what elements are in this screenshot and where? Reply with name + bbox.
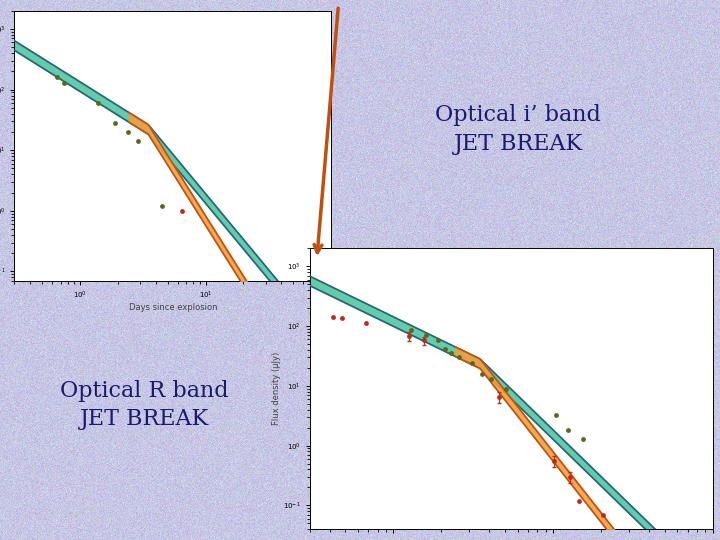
Point (573, 496, 585, 505)
Point (132, 137, 144, 146)
Point (597, 510, 608, 519)
Point (327, 312, 338, 321)
Point (420, 330, 431, 339)
Point (403, 332, 415, 341)
Point (477, 369, 488, 378)
Y-axis label: Flux density (μJy): Flux density (μJy) (272, 352, 282, 426)
Point (563, 426, 575, 435)
Point (336, 314, 348, 323)
Point (109, 119, 121, 127)
Point (176, 206, 188, 215)
Point (51, 73, 63, 82)
Point (493, 393, 505, 401)
Point (485, 375, 497, 383)
Point (551, 411, 562, 420)
Point (466, 359, 477, 368)
X-axis label: Days since explosion: Days since explosion (129, 302, 217, 312)
Point (445, 348, 456, 357)
Point (156, 202, 168, 211)
Point (58, 78, 70, 87)
Text: Optical i’ band
JET BREAK: Optical i’ band JET BREAK (436, 104, 601, 155)
Point (361, 318, 372, 327)
Point (418, 336, 429, 345)
Point (564, 472, 576, 481)
Point (577, 435, 589, 443)
Point (405, 326, 417, 335)
Point (454, 353, 465, 362)
Point (432, 336, 444, 345)
Point (549, 457, 560, 465)
Point (500, 384, 512, 393)
Point (439, 345, 451, 353)
Point (93, 99, 104, 107)
Point (122, 127, 134, 136)
Text: Optical R band
JET BREAK: Optical R band JET BREAK (60, 380, 228, 430)
